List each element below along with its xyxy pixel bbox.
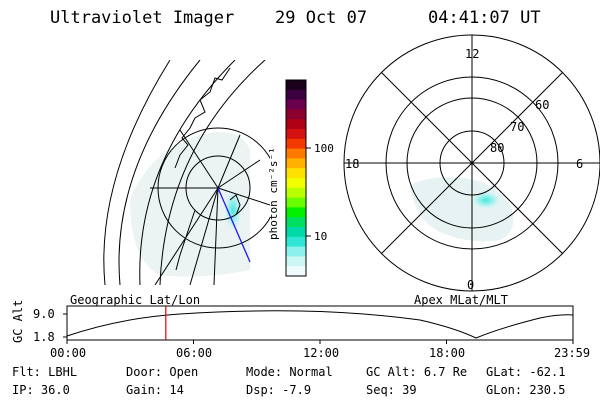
status-gc-alt: GC Alt: 6.7 Re	[366, 365, 468, 379]
status-flt: Flt: LBHL	[12, 365, 78, 379]
colorbar-cell	[286, 187, 306, 199]
status-glon: GLon: 230.5	[486, 383, 566, 397]
observation-date: 29 Oct 07	[275, 8, 368, 28]
timeline-xtick-0000: 00:00	[50, 346, 87, 360]
colorbar	[285, 79, 311, 277]
timeline-ylabel: GC Alt	[11, 299, 25, 343]
colorbar-cell	[286, 80, 306, 91]
timeline-xtick-1800: 18:00	[429, 346, 466, 360]
mlat-label-70: 70	[510, 120, 525, 134]
mlt-label-0: 0	[467, 278, 475, 292]
colorbar-cell	[286, 89, 306, 101]
status-glat: GLat: -62.1	[486, 365, 566, 379]
status-dsp: Dsp: -7.9	[246, 383, 312, 397]
status-mode: Mode: Normal	[246, 365, 333, 379]
observation-time: 04:41:07 UT	[428, 8, 541, 28]
geographic-panel-label: Geographic Lat/Lon	[70, 293, 201, 307]
status-seq: Seq: 39	[366, 383, 417, 397]
colorbar-cell	[286, 227, 306, 238]
colorbar-cell	[286, 178, 306, 189]
mlat-label-80: 80	[490, 141, 505, 155]
geographic-map	[103, 60, 270, 285]
colorbar-cell	[286, 236, 306, 248]
apex-aurora	[470, 190, 502, 210]
apex-polar-plot	[343, 34, 600, 292]
colorbar-cell	[286, 148, 306, 159]
colorbar-cell	[286, 129, 306, 140]
timeline-xtick-1200: 12:00	[303, 346, 340, 360]
colorbar-cell	[286, 207, 306, 218]
colorbar-unit-label: photon cm⁻²s⁻¹	[267, 147, 280, 240]
satellite-track	[217, 187, 251, 263]
instrument-title: Ultraviolet Imager	[50, 8, 235, 28]
colorbar-tick-10: 10	[314, 230, 328, 243]
colorbar-cell	[286, 109, 306, 120]
timeline-ytick-1-8: 1.8	[33, 330, 55, 344]
status-gain: Gain: 14	[126, 383, 184, 397]
colorbar-cell	[286, 256, 306, 267]
altitude-timeline	[63, 305, 574, 344]
colorbar-cell	[286, 99, 306, 110]
status-door: Door: Open	[126, 365, 199, 379]
colorbar-cell	[286, 158, 306, 169]
mlt-label-6: 6	[576, 157, 584, 171]
mlat-label-60: 60	[535, 98, 550, 112]
colorbar-cell	[286, 266, 306, 277]
colorbar-cell	[286, 168, 306, 179]
mlt-label-12: 12	[465, 47, 480, 61]
timeline-xtick-0600: 06:00	[176, 346, 213, 360]
mlt-label-18: 18	[345, 157, 360, 171]
aurora-emission	[223, 188, 243, 232]
timeline-ytick-9: 9.0	[33, 307, 55, 321]
colorbar-cell	[286, 246, 306, 257]
colorbar-cell	[286, 217, 306, 228]
colorbar-cell	[286, 197, 306, 208]
status-ip: IP: 36.0	[12, 383, 70, 397]
altitude-curve	[66, 310, 574, 339]
apex-panel-label: Apex MLat/MLT	[414, 293, 508, 307]
colorbar-cell	[286, 138, 306, 150]
colorbar-cell	[286, 119, 306, 130]
timeline-xtick-2359: 23:59	[554, 346, 591, 360]
colorbar-tick-100: 100	[314, 142, 334, 155]
